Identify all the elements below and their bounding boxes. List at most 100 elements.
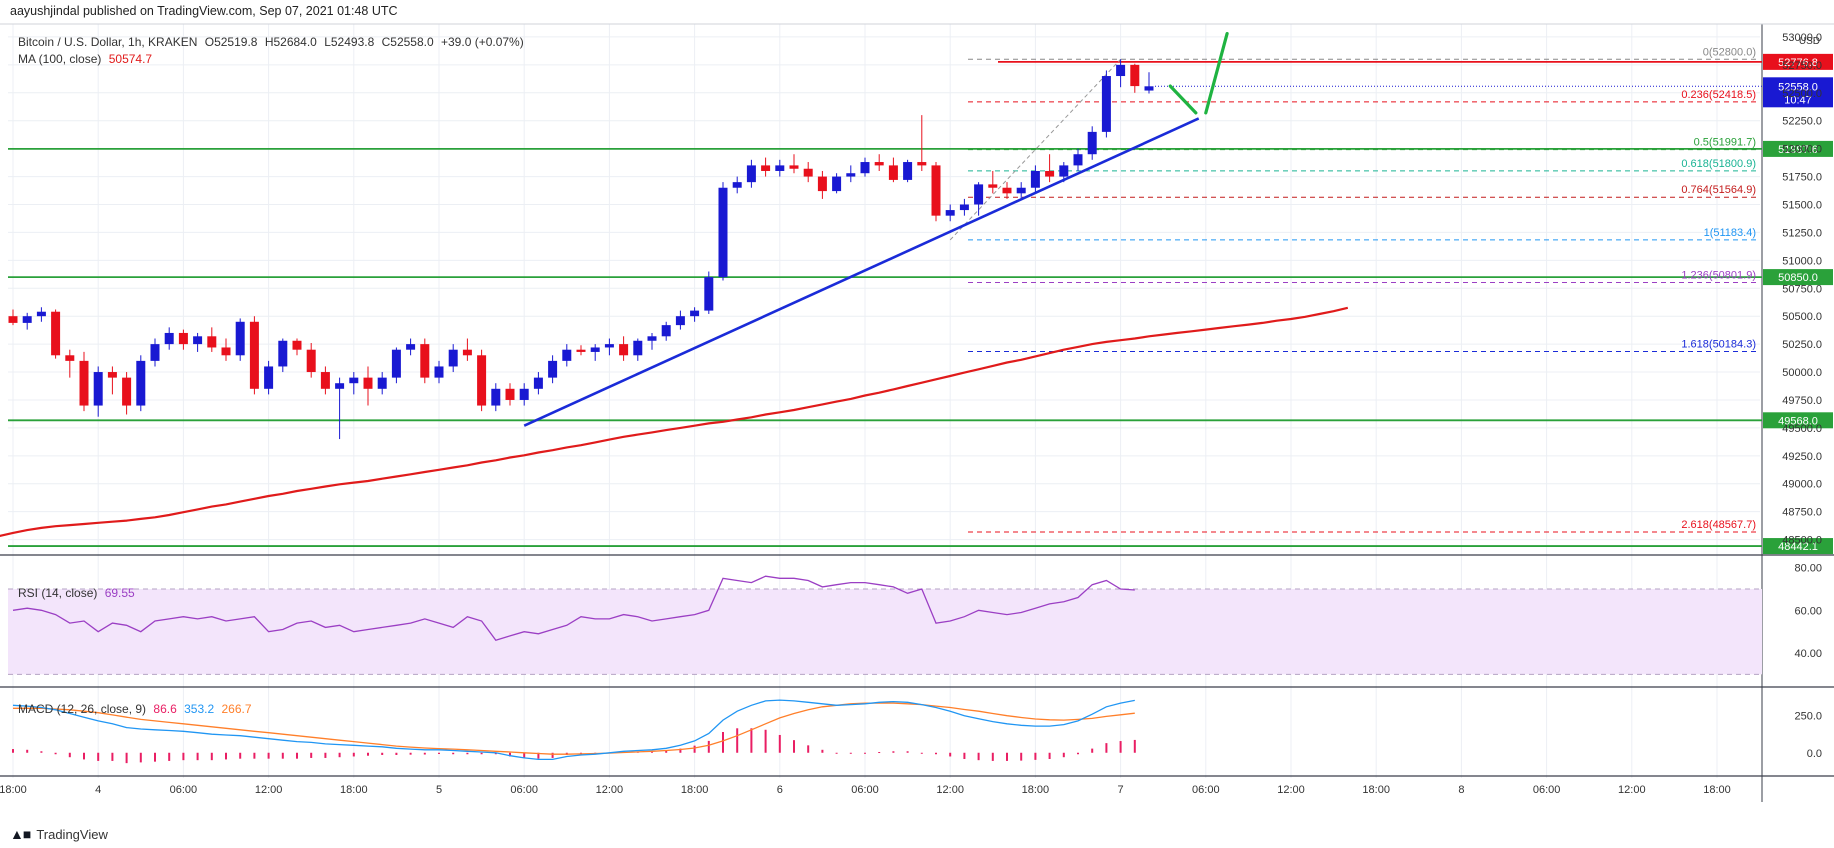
candle-body xyxy=(548,360,558,378)
candle-body xyxy=(193,336,203,345)
candle-body xyxy=(221,347,231,356)
candle-body xyxy=(903,162,913,180)
symbol-name: Bitcoin / U.S. Dollar, 1h, KRAKEN xyxy=(18,35,198,49)
candle-body xyxy=(107,372,117,378)
macd-histogram-bar xyxy=(892,751,895,753)
candle-body xyxy=(1045,170,1055,177)
fibonacci-retracement: 0(52800.0) 0.236(52418.5) 0.5(51991.7) 0.61… xyxy=(949,46,1758,533)
candle-body xyxy=(207,336,217,348)
support-label-bg xyxy=(1763,538,1833,555)
time-tick-label: 6 xyxy=(777,784,783,796)
time-tick-label: 06:00 xyxy=(170,784,198,796)
tradingview-brand[interactable]: ▲■ TradingView xyxy=(10,826,108,842)
macd-histogram-bar xyxy=(296,752,298,759)
candle-body xyxy=(36,311,46,317)
macd-histogram-bar xyxy=(920,752,923,754)
macd-histogram-bar xyxy=(1133,739,1136,753)
candle-body xyxy=(491,388,501,406)
candle-body xyxy=(249,321,259,389)
candle-body xyxy=(122,377,132,406)
candle-body xyxy=(832,176,842,192)
macd-histogram-bar xyxy=(324,752,327,758)
support-label: 51997.6 xyxy=(1778,144,1818,156)
support-label: 50850.0 xyxy=(1778,272,1818,284)
fib-level-label: 1(51183.4) xyxy=(1704,227,1756,239)
candle-body xyxy=(1016,187,1026,194)
macd-histogram-bar xyxy=(225,752,227,760)
price-tick-label: 49500.0 xyxy=(1782,423,1822,435)
macd-histogram-bar xyxy=(949,752,952,757)
price-tick-label: 49750.0 xyxy=(1782,395,1822,407)
drawings xyxy=(523,31,1229,427)
support-label-bg xyxy=(1763,140,1833,157)
price-tick-label: 51000.0 xyxy=(1782,255,1822,267)
candle-body xyxy=(533,377,543,389)
macd-histogram-bar xyxy=(381,752,384,755)
macd-histogram-bar xyxy=(267,752,270,759)
macd-histogram-bar xyxy=(977,752,980,761)
price-tick-label: 52000.0 xyxy=(1782,144,1822,156)
candle-body xyxy=(1073,154,1083,166)
rsi-label: RSI (14, close) xyxy=(18,586,98,600)
publish-header: aayushjindal published on TradingView.co… xyxy=(10,4,398,18)
candle-body xyxy=(136,360,146,406)
macd-tick-label: 0.0 xyxy=(1807,748,1822,760)
macd-histogram-bar xyxy=(40,751,43,753)
candle-body xyxy=(320,372,330,389)
macd-histogram-bar xyxy=(707,740,710,753)
symbol-legend[interactable]: Bitcoin / U.S. Dollar, 1h, KRAKEN O52519… xyxy=(18,35,528,49)
rsi-legend[interactable]: RSI (14, close) 69.55 xyxy=(18,586,139,600)
ma-legend[interactable]: MA (100, close) 50574.7 xyxy=(18,52,156,66)
macd-histogram-bar xyxy=(352,752,355,757)
candle-body xyxy=(235,321,245,356)
macd-histogram-bar xyxy=(239,752,242,759)
macd-histogram-bar xyxy=(864,752,866,754)
candle-body xyxy=(860,162,870,174)
support-label: 49568.0 xyxy=(1778,415,1818,427)
candle-body xyxy=(604,344,614,348)
candle-body xyxy=(292,340,302,350)
macd-histogram-bar xyxy=(537,752,540,759)
macd-histogram-bar xyxy=(12,749,14,753)
price-tick-label: 48500.0 xyxy=(1782,535,1822,547)
candle-body xyxy=(803,168,813,177)
time-tick-label: 18:00 xyxy=(1362,784,1390,796)
macd-legend[interactable]: MACD (12, 26, close, 9) 86.6 353.2 266.7 xyxy=(18,702,256,716)
macd-histogram-bar xyxy=(111,752,114,761)
macd-histogram-bar xyxy=(338,752,341,758)
macd-line xyxy=(12,699,1135,761)
rsi-band-fill xyxy=(8,589,1762,675)
ma-label: MA (100, close) xyxy=(18,52,102,66)
brand-name: TradingView xyxy=(36,826,108,842)
candle-body xyxy=(1130,64,1140,87)
candle-body xyxy=(79,360,89,406)
candle-body xyxy=(988,184,998,188)
macd-histogram-bar xyxy=(1034,752,1037,760)
projection-arrow xyxy=(1204,31,1229,115)
macd-histogram-bar xyxy=(778,734,781,753)
macd-histogram-bar xyxy=(1006,752,1008,761)
ohlc-open: O52519.8 xyxy=(204,35,258,49)
candle-body xyxy=(349,377,359,384)
macd-histogram-bar xyxy=(523,752,526,758)
fib-level-label: 0.764(51564.9) xyxy=(1681,184,1756,196)
time-tick-label: 12:00 xyxy=(255,784,283,796)
resistance-label-bg xyxy=(1763,53,1833,70)
candle-body xyxy=(420,344,430,378)
macd-histogram-bar xyxy=(423,752,426,755)
macd-histogram-bar xyxy=(764,729,767,753)
candle-body xyxy=(335,383,345,389)
last-price-bg xyxy=(1763,77,1833,108)
candle-body xyxy=(306,349,316,373)
candle-body xyxy=(562,349,572,361)
rsi-pane: 40.00 60.00 80.00 xyxy=(8,563,1822,675)
macd-histogram-bar xyxy=(438,752,440,754)
macd-histogram-bar xyxy=(210,752,213,761)
price-change: +39.0 (+0.07%) xyxy=(441,35,524,49)
macd-histogram-bar xyxy=(452,752,455,755)
price-tick-label: 50750.0 xyxy=(1782,283,1822,295)
macd-histogram-bar xyxy=(679,748,682,753)
ma-value: 50574.7 xyxy=(108,52,153,66)
fib-level-label: 1.618(50184.3) xyxy=(1681,338,1756,350)
